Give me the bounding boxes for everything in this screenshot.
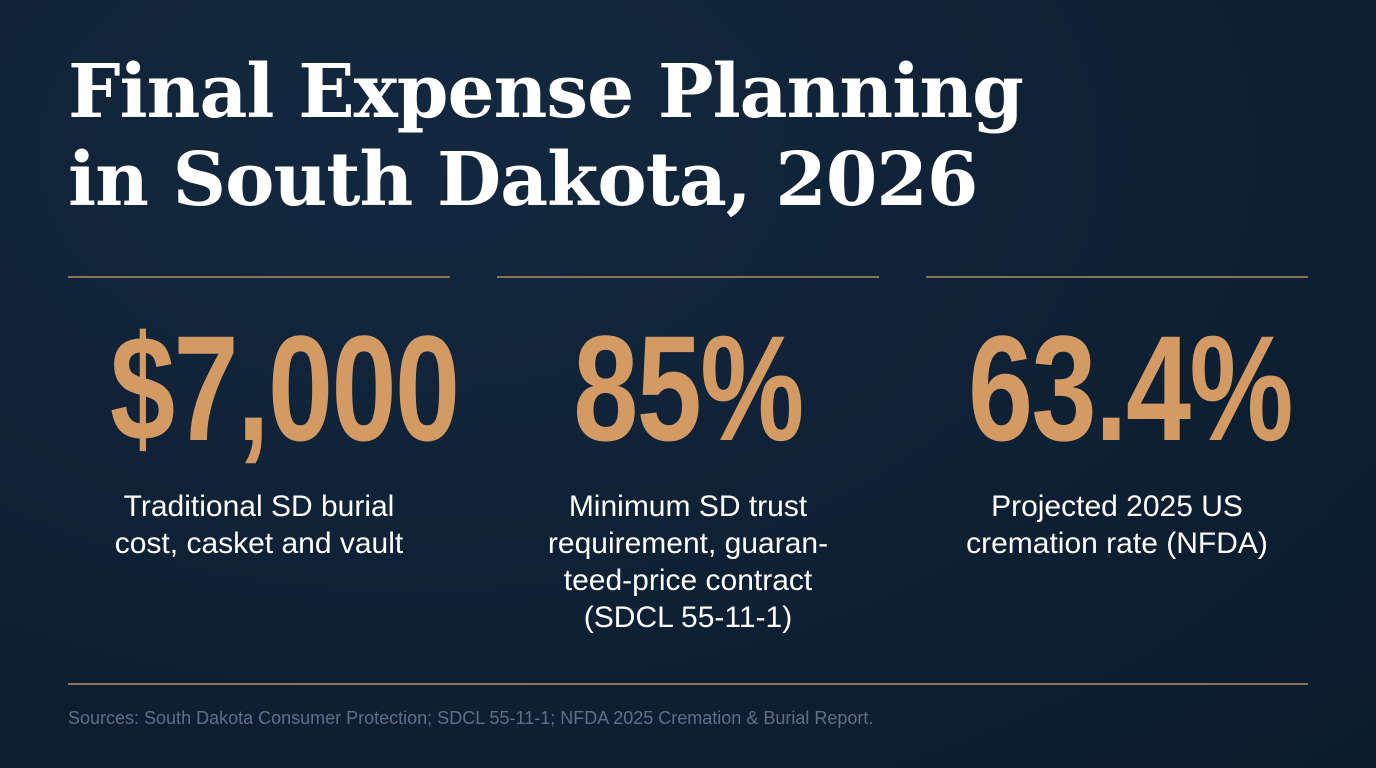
stat-description-line: teed-price contract	[563, 564, 813, 597]
title-line-2: in South Dakota, 2026	[68, 137, 978, 223]
stat-divider	[68, 276, 450, 278]
stat-description-line: Minimum SD trust	[568, 490, 808, 523]
stat-description-line: (SDCL 55-11-1)	[583, 601, 793, 634]
stat-divider	[497, 276, 879, 278]
stat-description-line: Traditional SD burial	[123, 490, 395, 523]
stat-description: Traditional SD burial cost, casket and v…	[68, 488, 450, 562]
stat-value: 85%	[573, 304, 804, 472]
stat-value: 63.4%	[968, 304, 1294, 472]
stat-value: $7,000	[110, 304, 460, 472]
stat-description: Minimum SD trust requirement, guaran- te…	[497, 488, 879, 636]
stat-trust-requirement: 85% Minimum SD trust requirement, guaran…	[497, 276, 879, 636]
stat-description: Projected 2025 US cremation rate (NFDA)	[926, 488, 1308, 562]
stat-description-line: cost, casket and vault	[114, 527, 404, 560]
stat-description-line: requirement, guaran-	[547, 527, 829, 560]
footer-divider	[68, 683, 1308, 685]
stat-divider	[926, 276, 1308, 278]
stat-description-line: cremation rate (NFDA)	[966, 527, 1268, 560]
sources-footnote: Sources: South Dakota Consumer Protectio…	[68, 708, 874, 728]
stat-burial-cost: $7,000 Traditional SD burial cost, caske…	[68, 276, 460, 562]
stat-description-line: Projected 2025 US	[991, 490, 1243, 523]
page-title: Final Expense Planning in South Dakota, …	[68, 48, 1268, 224]
title-line-1: Final Expense Planning	[68, 49, 1024, 135]
stat-cremation-rate: 63.4% Projected 2025 US cremation rate (…	[926, 276, 1308, 562]
